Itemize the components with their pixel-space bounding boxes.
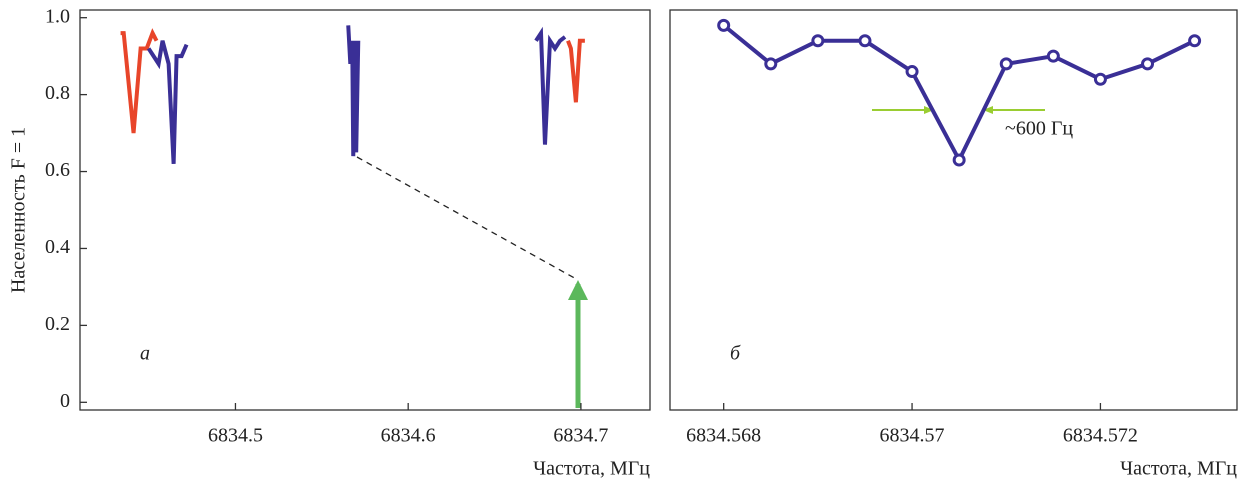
plot-frame [79, 9, 651, 411]
marker [764, 57, 778, 71]
y-tick-label: 1.0 [45, 5, 70, 27]
marker [811, 34, 825, 48]
y-tick-label: 0.8 [45, 82, 70, 104]
x-tick-label: 6834.57 [880, 425, 945, 447]
x-axis-label: Частота, МГц [533, 458, 650, 480]
marker [1093, 72, 1107, 86]
x-axis-label: Частота, МГц [1120, 458, 1237, 480]
y-tick-label: 0.6 [45, 159, 70, 181]
series-line [722, 23, 1196, 165]
x-tick-label: 6834.568 [686, 425, 761, 447]
marker [858, 34, 872, 48]
width-label: ~600 Гц [1005, 118, 1073, 140]
x-tick-label: 6834.7 [553, 425, 608, 447]
series-line [120, 28, 585, 134]
marker [952, 153, 966, 167]
plot-frame [669, 9, 1238, 411]
marker [1188, 34, 1202, 48]
marker [717, 18, 731, 32]
panel-label: б [730, 343, 741, 365]
series-line [146, 25, 567, 164]
y-tick-label: 0.4 [45, 236, 70, 258]
panel-label: а [140, 343, 150, 365]
marker [905, 65, 919, 79]
marker [1141, 57, 1155, 71]
y-axis-label: Населенность F = 1 [8, 127, 30, 293]
x-tick-label: 6834.5 [208, 425, 263, 447]
y-tick-label: 0.2 [45, 313, 70, 335]
marker [999, 57, 1013, 71]
x-tick-label: 6834.572 [1063, 425, 1138, 447]
connector [356, 156, 579, 281]
x-tick-label: 6834.6 [381, 425, 436, 447]
marker [1046, 49, 1060, 63]
y-tick-label: 0 [60, 390, 70, 412]
